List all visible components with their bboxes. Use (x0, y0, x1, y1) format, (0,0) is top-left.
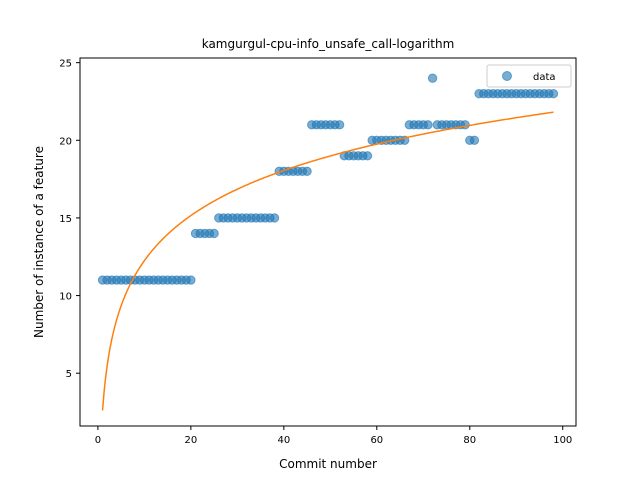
plot-area (97, 73, 559, 411)
legend-label-data: data (533, 72, 556, 83)
data-point (209, 228, 219, 239)
x-tick-label: 40 (277, 435, 290, 446)
y-tick-label: 20 (59, 136, 72, 147)
y-tick-label: 15 (59, 214, 72, 225)
legend-marker-data (502, 71, 512, 81)
legend: data (486, 64, 572, 88)
axes-frame (79, 57, 577, 427)
data-point (186, 275, 196, 285)
x-axis-title: Commit number (279, 457, 377, 471)
x-tick-label: 80 (463, 435, 476, 446)
data-point (269, 213, 280, 223)
data-point (423, 120, 433, 130)
data-point (460, 120, 470, 130)
x-tick-label: 100 (553, 435, 572, 446)
x-tick-label: 60 (370, 435, 383, 446)
legend-box (486, 64, 572, 88)
data-point (548, 89, 559, 99)
chart-title: kamgurgul-cpu-info_unsafe_call-logarithm (202, 37, 455, 51)
data-point (302, 166, 312, 177)
y-tick-label: 5 (66, 369, 72, 380)
data-point (334, 120, 345, 130)
axes: 0 20 40 60 80 100 5 10 15 20 25 (59, 57, 577, 446)
x-tick-label: 0 (95, 435, 101, 446)
x-tick-label: 20 (185, 435, 198, 446)
fit-line (101, 111, 554, 411)
data-point (362, 151, 373, 161)
data-point (427, 73, 438, 83)
y-tick-label: 25 (59, 59, 72, 70)
y-tick-label: 10 (59, 292, 72, 303)
data-point (469, 135, 480, 146)
y-axis-title: Number of instance of a feature (32, 146, 46, 338)
